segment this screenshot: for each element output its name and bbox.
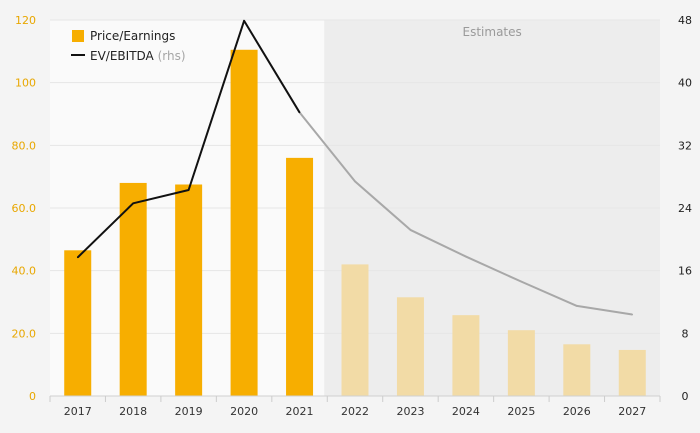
line-series: [76, 19, 634, 316]
bar-2018: [119, 182, 147, 396]
x-tick-label: 2025: [507, 405, 535, 418]
ev-ebitda-point-2024: [465, 255, 467, 258]
ev-ebitda-point-2022: [354, 180, 356, 183]
y-left-tick-label: 120: [15, 14, 36, 27]
bar-2019: [175, 184, 203, 396]
axes: 0 0 20.0 8 40.0 16 60.0 24 80.0 32 100 40 120 48 2017 2…: [12, 14, 693, 418]
x-tick-label: 2026: [563, 405, 591, 418]
bar-2022: [341, 264, 369, 396]
bar-2026: [563, 344, 591, 396]
ev-ebitda-point-2017: [76, 256, 79, 259]
y-right-tick-label: 48: [678, 14, 692, 27]
x-tick-label: 2023: [396, 405, 424, 418]
ev-ebitda-point-2027: [631, 313, 634, 316]
y-right-tick-label: 32: [678, 139, 692, 152]
estimates-label: Estimates: [463, 25, 522, 39]
ev-ebitda-point-2019: [187, 189, 190, 191]
bar-2024: [452, 315, 480, 396]
bar-2017: [64, 250, 92, 396]
bar-2027: [618, 349, 646, 396]
x-tick-label: 2024: [452, 405, 480, 418]
ev-ebitda-point-2021: [298, 111, 301, 114]
legend-ev-ebitda-name: EV/EBITDA: [90, 49, 158, 63]
bar-2020: [230, 49, 258, 397]
y-left-tick-label: 40.0: [12, 265, 37, 278]
x-tick-label: 2018: [119, 405, 147, 418]
y-left-tick-label: 20.0: [12, 327, 37, 340]
x-tick-label: 2022: [341, 405, 369, 418]
bar-2023: [396, 297, 424, 396]
y-right-tick-label: 0: [682, 390, 689, 403]
y-right-tick-label: 8: [682, 327, 689, 340]
bar-2025: [507, 330, 535, 396]
y-left-tick-label: 80.0: [12, 139, 37, 152]
x-tick-label: 2021: [286, 405, 314, 418]
bar-2021: [286, 157, 314, 396]
ev-ebitda-point-2023: [409, 229, 412, 231]
y-left-tick-label: 100: [15, 77, 36, 90]
legend-label-ev-ebitda: EV/EBITDA (rhs): [90, 49, 186, 63]
y-right-tick-label: 16: [678, 265, 692, 278]
x-tick-label: 2019: [175, 405, 203, 418]
y-left-tick-label: 60.0: [12, 202, 37, 215]
gridlines: [50, 19, 660, 334]
legend-rhs-note: (rhs): [158, 49, 186, 63]
ev-ebitda-point-2018: [132, 202, 134, 205]
x-tick-label: 2027: [618, 405, 646, 418]
bar-series: [64, 49, 646, 397]
legend-label-price-earnings: Price/Earnings: [90, 29, 175, 43]
y-right-tick-label: 40: [678, 77, 692, 90]
legend: Price/Earnings EV/EBITDA (rhs): [71, 29, 186, 63]
y-right-tick-label: 24: [678, 202, 692, 215]
x-tick-label: 2020: [230, 405, 258, 418]
ev-ebitda-point-2025: [520, 280, 523, 283]
ev-ebitda-point-2020: [243, 19, 245, 22]
ev-ebitda-point-2026: [576, 305, 578, 307]
x-tick-label: 2017: [64, 405, 92, 418]
legend-swatch-price-earnings: [72, 30, 84, 42]
y-left-tick-label: 0: [29, 390, 36, 403]
